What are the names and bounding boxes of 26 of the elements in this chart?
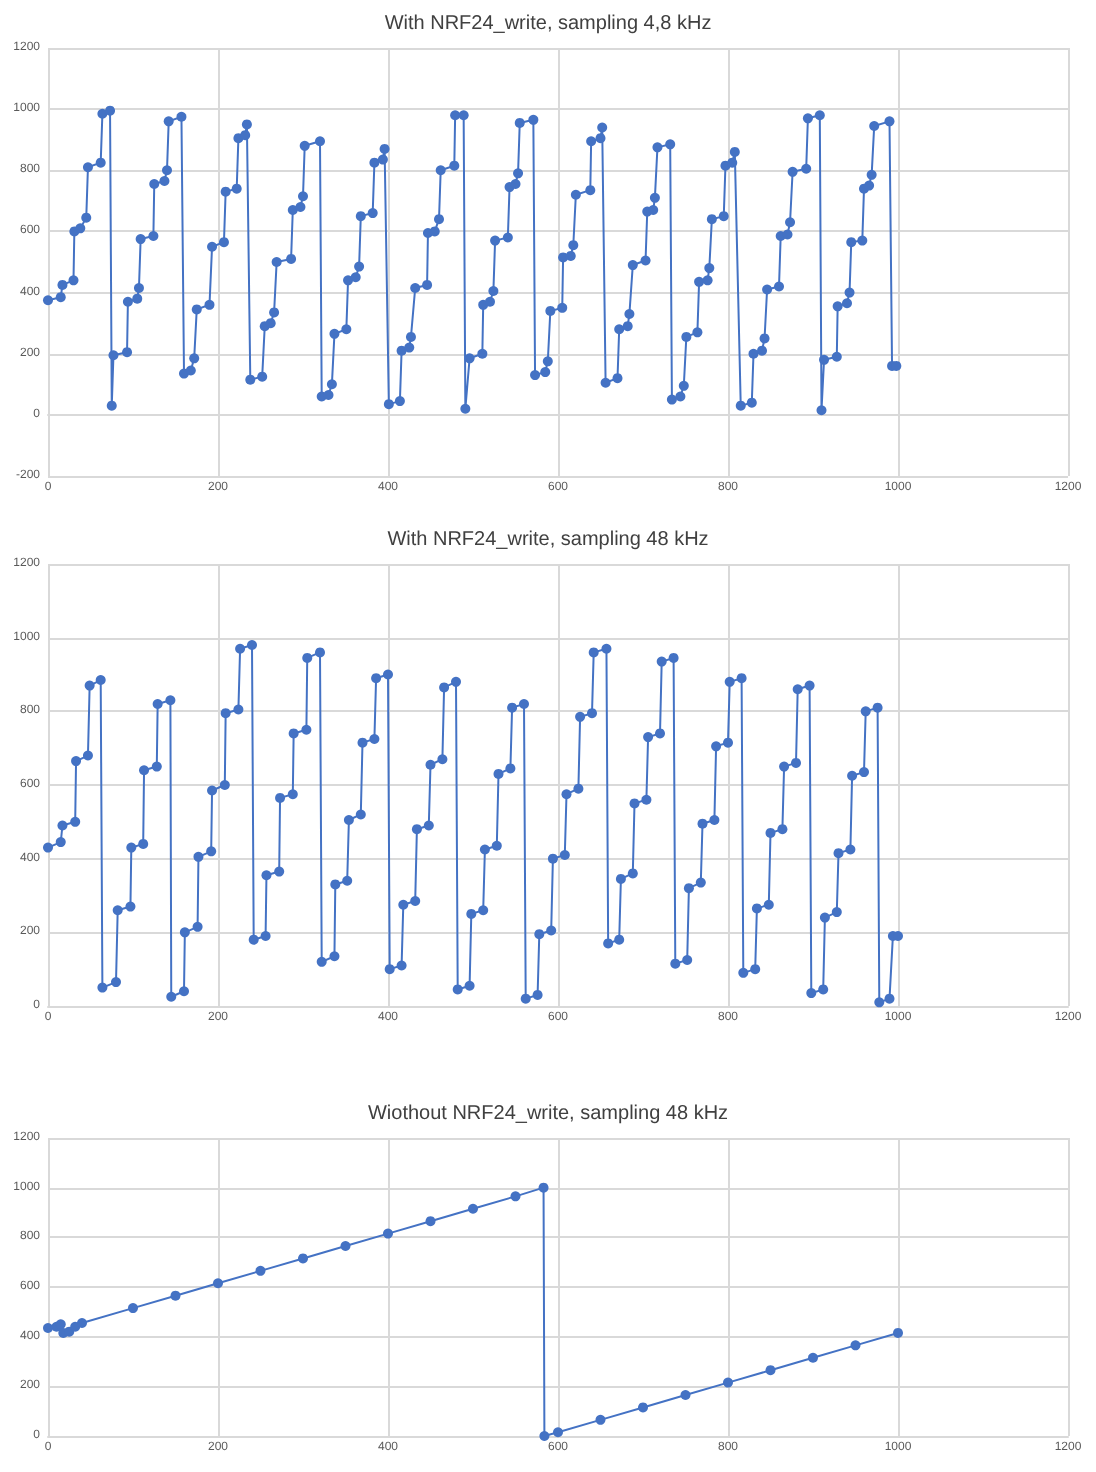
point — [77, 1318, 87, 1329]
point — [765, 1365, 776, 1376]
chart-title: With NRF24_write, sampling 48 kHz — [387, 529, 709, 551]
point — [383, 1228, 393, 1239]
point — [553, 1427, 563, 1438]
point — [425, 1216, 436, 1227]
point — [539, 1431, 550, 1441]
point — [468, 1203, 478, 1214]
point — [170, 1290, 181, 1301]
point — [638, 1402, 648, 1413]
point — [595, 1414, 606, 1425]
point — [680, 1390, 691, 1401]
point — [893, 1327, 903, 1338]
chart-title: With NRF24_write, sampling 4,8 kHz — [384, 13, 712, 35]
point — [298, 1253, 308, 1264]
point — [128, 1303, 138, 1314]
point — [723, 1377, 733, 1388]
point — [510, 1191, 521, 1202]
point — [340, 1241, 351, 1252]
point — [213, 1278, 223, 1289]
point — [43, 1322, 53, 1333]
point — [808, 1352, 818, 1363]
point — [538, 1182, 549, 1193]
point — [255, 1265, 266, 1276]
point — [850, 1340, 861, 1351]
chart-title: Wiothout NRF24_write, sampling 48 kHz — [367, 1103, 729, 1125]
